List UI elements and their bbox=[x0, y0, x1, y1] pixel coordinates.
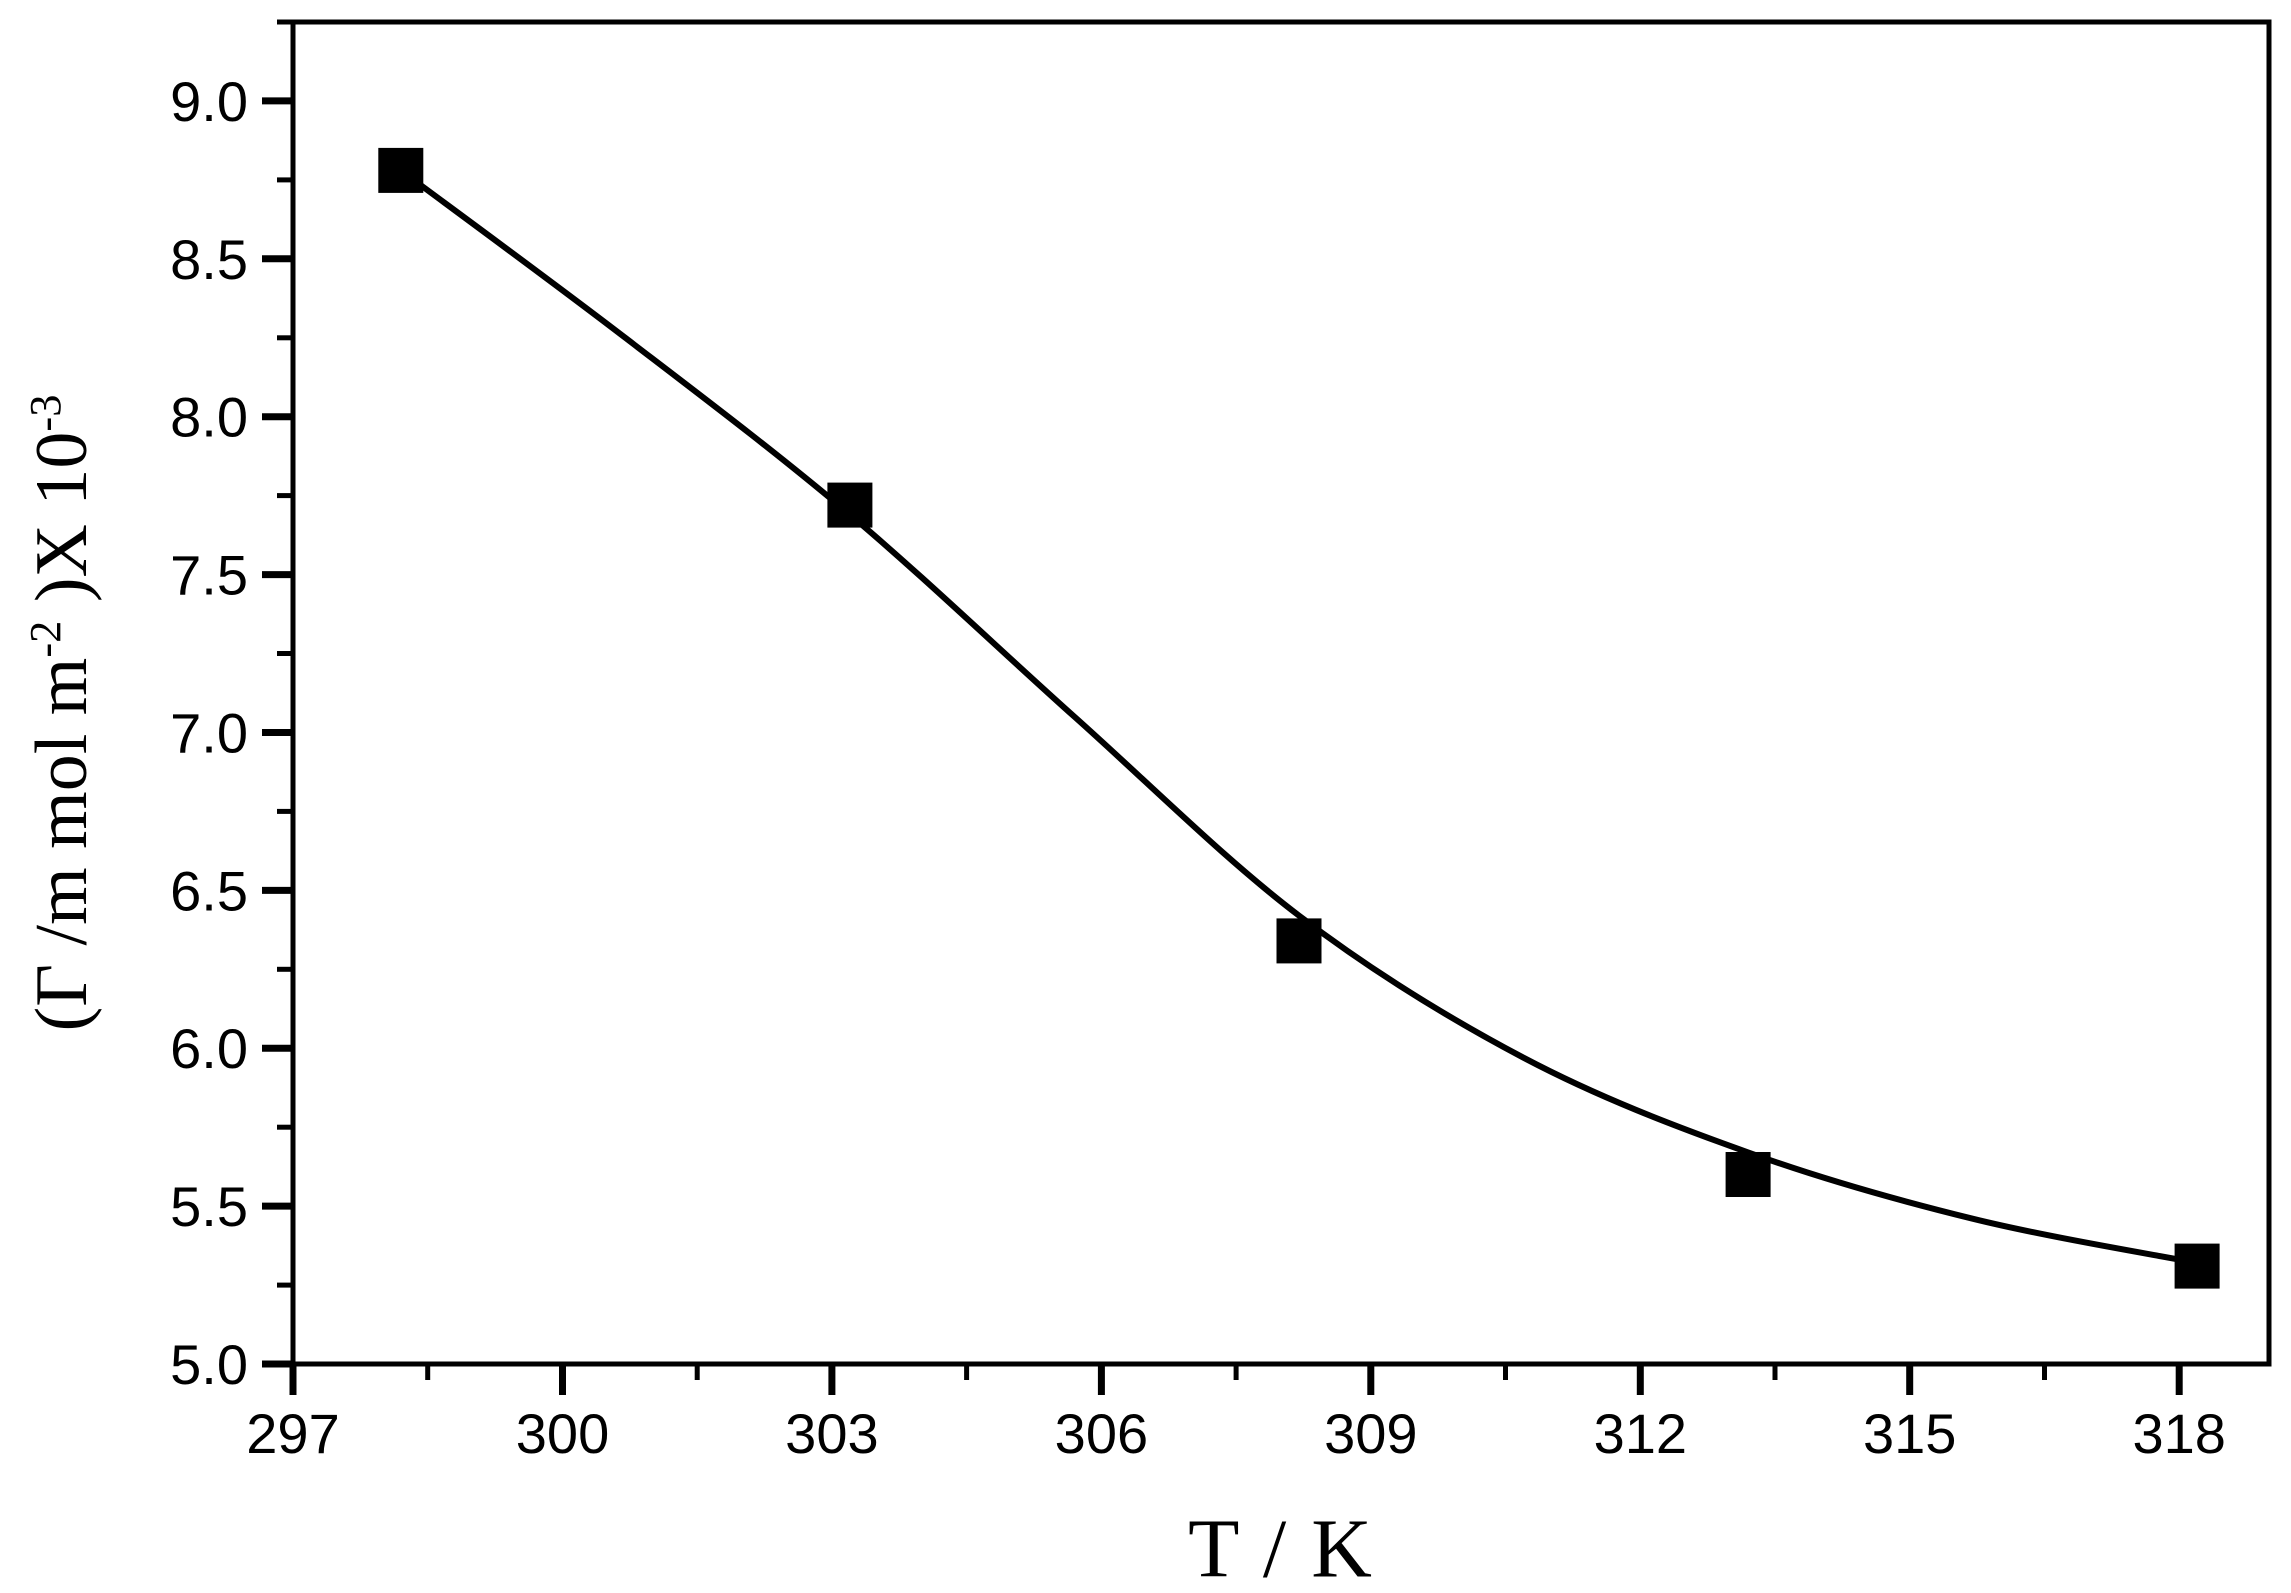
y-axis-label-text-1: (Γ /m mol m bbox=[20, 657, 103, 1032]
x-tick-label: 297 bbox=[246, 1402, 339, 1465]
y-tick-label: 7.5 bbox=[170, 544, 248, 607]
data-point-marker bbox=[827, 482, 873, 528]
plot-frame bbox=[290, 19, 2272, 1367]
data-point-marker bbox=[1725, 1152, 1771, 1197]
fit-curve-line bbox=[397, 167, 2201, 1266]
data-point-marker bbox=[378, 147, 424, 193]
data-point-marker bbox=[1276, 918, 1322, 964]
x-tick-label: 303 bbox=[785, 1402, 878, 1465]
y-tick-label: 8.0 bbox=[170, 386, 248, 449]
y-axis-label-superscript-1: -2 bbox=[20, 620, 71, 658]
x-tick-label: 306 bbox=[1055, 1402, 1148, 1465]
y-tick-label: 6.5 bbox=[170, 859, 248, 922]
y-tick-label: 9.0 bbox=[170, 70, 248, 133]
y-axis-label-text-2: )X 10 bbox=[20, 431, 103, 621]
x-tick-label: 312 bbox=[1594, 1402, 1687, 1465]
x-tick-label: 315 bbox=[1863, 1402, 1956, 1465]
x-axis-label-text: T / K bbox=[1188, 1502, 1374, 1593]
y-axis-label-superscript-2: -3 bbox=[20, 394, 71, 432]
y-tick-label: 5.0 bbox=[170, 1333, 248, 1396]
x-tick-label: 300 bbox=[516, 1402, 609, 1465]
y-axis-label: (Γ /m mol m-2 )X 10-3 bbox=[19, 395, 105, 1032]
y-tick-label: 7.0 bbox=[170, 702, 248, 765]
y-tick-label: 5.5 bbox=[170, 1175, 248, 1238]
y-tick-label: 8.5 bbox=[170, 228, 248, 291]
y-tick-label: 6.0 bbox=[170, 1017, 248, 1080]
x-tick-label: 309 bbox=[1324, 1402, 1417, 1465]
x-axis-label: T / K bbox=[1188, 1501, 1374, 1593]
x-tick-label: 318 bbox=[2132, 1402, 2225, 1465]
data-point-marker bbox=[2174, 1243, 2220, 1289]
